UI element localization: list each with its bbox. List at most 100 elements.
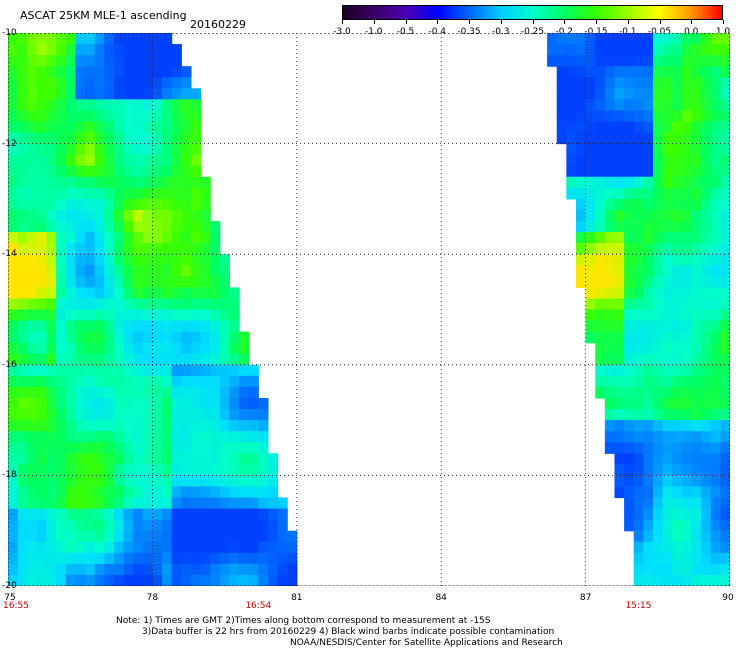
wind-cell bbox=[614, 342, 625, 355]
wind-cell bbox=[152, 187, 163, 200]
wind-cell bbox=[46, 176, 57, 189]
wind-cell bbox=[162, 198, 173, 211]
wind-cell bbox=[701, 331, 712, 344]
wind-cell bbox=[652, 508, 664, 521]
wind-cell bbox=[85, 541, 96, 554]
wind-cell bbox=[56, 276, 67, 288]
wind-cell bbox=[219, 563, 231, 576]
wind-cell bbox=[614, 353, 625, 366]
wind-cell bbox=[681, 154, 693, 167]
wind-cell bbox=[36, 198, 48, 211]
wind-cell bbox=[27, 397, 38, 410]
wind-cell bbox=[75, 276, 86, 288]
wind-cell bbox=[162, 232, 173, 244]
wind-cell bbox=[27, 176, 38, 189]
wind-cell bbox=[662, 397, 673, 410]
wind-cell bbox=[604, 121, 616, 134]
wind-cell bbox=[720, 464, 730, 476]
wind-cell bbox=[27, 187, 38, 200]
wind-cell bbox=[200, 530, 211, 543]
wind-cell bbox=[210, 320, 221, 333]
wind-cell bbox=[229, 464, 240, 476]
wind-cell bbox=[142, 110, 153, 123]
wind-cell bbox=[75, 254, 86, 266]
wind-cell bbox=[171, 265, 182, 277]
wind-cell bbox=[672, 453, 683, 465]
wind-cell bbox=[643, 563, 654, 576]
wind-cell bbox=[681, 386, 693, 399]
wind-cell bbox=[56, 320, 67, 333]
wind-cell bbox=[113, 99, 125, 112]
wind-cell bbox=[720, 44, 730, 56]
wind-cell bbox=[27, 198, 38, 211]
wind-cell bbox=[604, 265, 616, 277]
wind-cell bbox=[56, 33, 67, 45]
wind-cell bbox=[643, 364, 654, 377]
wind-cell bbox=[133, 33, 144, 45]
wind-cell bbox=[710, 254, 721, 266]
wind-cell bbox=[8, 232, 19, 244]
wind-cell bbox=[27, 453, 38, 465]
wind-cell bbox=[8, 530, 19, 543]
wind-cell bbox=[701, 221, 712, 233]
wind-cell bbox=[604, 331, 616, 344]
wind-cell bbox=[17, 33, 28, 45]
wind-cell bbox=[585, 88, 596, 100]
wind-cell bbox=[162, 132, 173, 145]
wind-cell bbox=[710, 409, 721, 421]
wind-cell bbox=[604, 364, 616, 377]
wind-cell bbox=[672, 110, 683, 123]
wind-cell bbox=[17, 55, 28, 67]
wind-cell bbox=[123, 121, 134, 134]
wind-cell bbox=[56, 519, 67, 532]
wind-cell bbox=[75, 309, 86, 322]
wind-cell bbox=[75, 187, 86, 200]
wind-cell bbox=[566, 110, 577, 123]
wind-cell bbox=[123, 353, 134, 366]
wind-cell bbox=[113, 187, 125, 200]
colorbar-gradient bbox=[342, 5, 723, 20]
wind-cell bbox=[94, 519, 105, 532]
wind-cell bbox=[171, 55, 182, 67]
wind-cell bbox=[643, 66, 654, 78]
wind-cell bbox=[643, 132, 654, 145]
wind-cell bbox=[681, 254, 693, 266]
wind-cell bbox=[672, 221, 683, 233]
wind-cell bbox=[152, 552, 163, 565]
wind-cell bbox=[210, 497, 221, 510]
wind-cell bbox=[614, 232, 625, 244]
wind-cell bbox=[171, 431, 182, 443]
wind-cell bbox=[556, 132, 567, 145]
wind-cell bbox=[142, 154, 153, 167]
wind-cell bbox=[104, 431, 115, 443]
wind-cell bbox=[27, 375, 38, 388]
wind-cell bbox=[65, 209, 76, 222]
wind-cell bbox=[672, 55, 683, 67]
wind-cell bbox=[113, 232, 125, 244]
wind-cell bbox=[720, 574, 730, 586]
wind-cell bbox=[162, 475, 173, 488]
wind-cell bbox=[181, 176, 192, 189]
wind-cell bbox=[720, 187, 730, 200]
wind-cell bbox=[162, 331, 173, 344]
wind-cell bbox=[200, 265, 211, 277]
wind-cell bbox=[575, 221, 587, 233]
wind-cell bbox=[85, 198, 96, 211]
wind-cell bbox=[162, 55, 173, 67]
wind-cell bbox=[624, 364, 635, 377]
wind-cell bbox=[614, 386, 625, 399]
wind-cell bbox=[65, 486, 76, 499]
wind-cell bbox=[710, 77, 721, 89]
wind-cell bbox=[604, 409, 616, 421]
wind-cell bbox=[643, 243, 654, 255]
wind-cell bbox=[595, 110, 606, 123]
wind-cell bbox=[200, 298, 211, 311]
wind-cell bbox=[701, 88, 712, 100]
wind-cell bbox=[171, 276, 182, 288]
wind-cell bbox=[133, 99, 144, 112]
wind-cell bbox=[133, 530, 144, 543]
wind-cell bbox=[104, 420, 115, 432]
wind-cell bbox=[123, 254, 134, 266]
wind-cell bbox=[27, 519, 38, 532]
wind-cell bbox=[633, 508, 644, 521]
